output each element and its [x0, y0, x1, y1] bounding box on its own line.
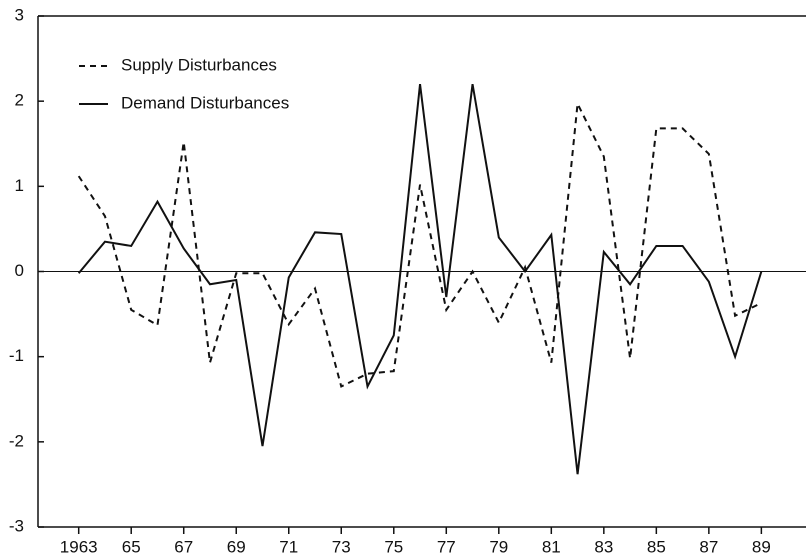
- x-tick-label: 67: [174, 537, 193, 556]
- x-tick-label: 79: [489, 537, 508, 556]
- x-tick-label: 65: [122, 537, 141, 556]
- y-tick-label: 0: [15, 261, 24, 280]
- y-tick-label: -3: [9, 516, 24, 535]
- legend-label: Supply Disturbances: [121, 55, 277, 74]
- y-tick-label: 1: [15, 176, 24, 195]
- y-tick-label: -1: [9, 346, 24, 365]
- x-tick-label: 69: [227, 537, 246, 556]
- y-tick-label: 2: [15, 91, 24, 110]
- x-tick-label: 77: [437, 537, 456, 556]
- y-tick-label: 3: [15, 5, 24, 24]
- x-tick-label: 87: [699, 537, 718, 556]
- x-tick-label: 71: [279, 537, 298, 556]
- x-tick-label: 83: [594, 537, 613, 556]
- y-tick-label: -2: [9, 431, 24, 450]
- series-line: [77, 83, 763, 475]
- x-tick-label: 89: [752, 537, 771, 556]
- x-tick-label: 85: [647, 537, 666, 556]
- series-line: [77, 100, 762, 388]
- x-tick-label: 73: [332, 537, 351, 556]
- x-tick-label: 75: [384, 537, 403, 556]
- x-tick-label: 1963: [60, 537, 98, 556]
- x-tick-label: 81: [542, 537, 561, 556]
- legend-label: Demand Disturbances: [121, 93, 289, 112]
